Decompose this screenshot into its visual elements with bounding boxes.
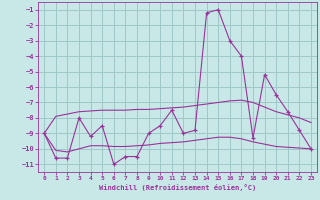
X-axis label: Windchill (Refroidissement éolien,°C): Windchill (Refroidissement éolien,°C) <box>99 184 256 191</box>
